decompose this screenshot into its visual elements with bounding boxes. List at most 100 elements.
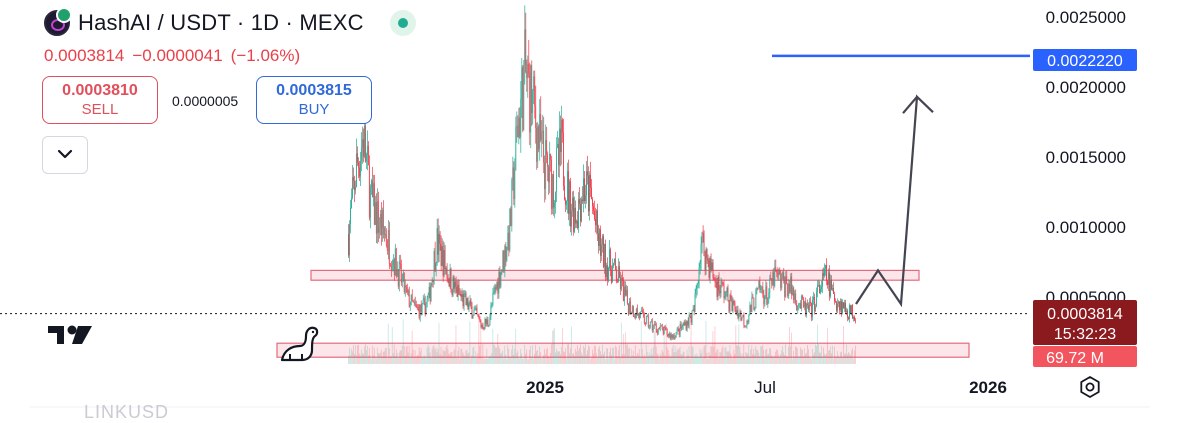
time-tick-label: 2025 [526, 378, 564, 397]
volume-bar [534, 353, 536, 364]
candle-body [698, 267, 700, 284]
candle-body [550, 153, 552, 160]
volume-bar [726, 351, 728, 364]
candle-body [611, 265, 613, 283]
volume-bar [392, 353, 394, 364]
volume-bar [637, 354, 639, 364]
hashai-logo-icon [44, 7, 72, 36]
candle-body [665, 328, 667, 330]
candle-body [424, 298, 426, 315]
volume-bar [387, 323, 389, 364]
volume-bar [792, 358, 793, 364]
volume-bar [713, 346, 715, 364]
candle-body [521, 67, 523, 99]
candle-body [563, 132, 564, 187]
candle-body [639, 311, 641, 318]
collapse-button[interactable] [42, 136, 88, 174]
candle-body [391, 265, 393, 270]
volume-bar [375, 358, 377, 364]
volume-bar [793, 350, 794, 364]
volume-bar [482, 344, 484, 364]
volume-bar [376, 347, 378, 364]
volume-bar [504, 345, 506, 364]
volume-bar [702, 358, 704, 364]
volume-bar [800, 347, 801, 364]
volume-bar [402, 319, 404, 364]
candle-body [366, 145, 368, 156]
volume-bar [449, 353, 451, 364]
volume-bar [842, 357, 843, 364]
candle-body [576, 220, 577, 224]
volume-bar [673, 352, 675, 364]
volume-bar [477, 352, 479, 364]
volume-bar [600, 351, 601, 364]
candle-body [420, 304, 422, 313]
candle-body [743, 314, 745, 326]
candle-body [677, 328, 679, 330]
volume-bar [410, 353, 412, 364]
candle-body [620, 277, 622, 290]
volume-bar [840, 352, 841, 364]
volume-bar [368, 347, 370, 364]
candle-body [443, 250, 445, 276]
sell-button[interactable]: 0.0003810 SELL [42, 76, 158, 124]
candle-body [533, 76, 535, 91]
candle-body [575, 207, 576, 224]
candle-body [693, 309, 695, 312]
volume-bar [811, 358, 812, 364]
volume-bar [678, 348, 680, 364]
price-change: −0.0000041 [132, 46, 223, 65]
volume-bar [546, 349, 547, 364]
volume-bar [373, 347, 375, 364]
candle-body [745, 325, 747, 327]
candle-body [372, 183, 374, 198]
volume-bar [403, 345, 405, 364]
candle-body [416, 305, 418, 308]
volume-bar [536, 350, 538, 364]
candle-body [588, 175, 589, 212]
volume-bar [417, 355, 419, 364]
candle-body [839, 301, 840, 311]
volume-bar [549, 357, 550, 364]
candle-body [784, 280, 786, 297]
candle-body [727, 287, 729, 301]
candle-body [686, 321, 688, 330]
volume-bar [372, 355, 374, 364]
candle-body [524, 29, 526, 65]
volume-bar [543, 355, 544, 364]
settings-icon[interactable] [1078, 375, 1102, 399]
buy-button[interactable]: 0.0003815 BUY [256, 76, 372, 124]
candle-body [401, 278, 403, 283]
candle-body [671, 334, 673, 338]
symbol-header: HashAI / USDT · 1D · MEXC [44, 7, 416, 36]
volume-bar [671, 348, 673, 364]
candle-body [400, 263, 402, 283]
candle-body [538, 126, 540, 150]
candle-body [405, 285, 407, 288]
candle-body [689, 315, 691, 317]
volume-bar [479, 345, 481, 364]
candle-body [629, 301, 631, 313]
tradingview-logo-icon[interactable] [46, 322, 98, 348]
candle-body [771, 278, 773, 285]
volume-bar [385, 348, 387, 364]
volume-bar [418, 347, 420, 364]
volume-bar [434, 349, 436, 364]
volume-bar [597, 357, 598, 364]
candle-body [526, 71, 528, 79]
candle-body [558, 143, 559, 166]
candle-body [763, 294, 765, 305]
candle-body [825, 264, 826, 269]
volume-bar [516, 352, 518, 364]
volume-bar [423, 354, 425, 364]
volume-bar [774, 355, 776, 364]
volume-bar [478, 320, 480, 364]
volume-bar [716, 349, 718, 364]
volume-bar [646, 351, 648, 364]
candle-body [360, 147, 362, 161]
volume-bar [830, 346, 831, 364]
volume-bar [731, 357, 733, 364]
candle-body [854, 317, 855, 321]
symbol-title[interactable]: HashAI / USDT · 1D · MEXC [78, 10, 364, 35]
